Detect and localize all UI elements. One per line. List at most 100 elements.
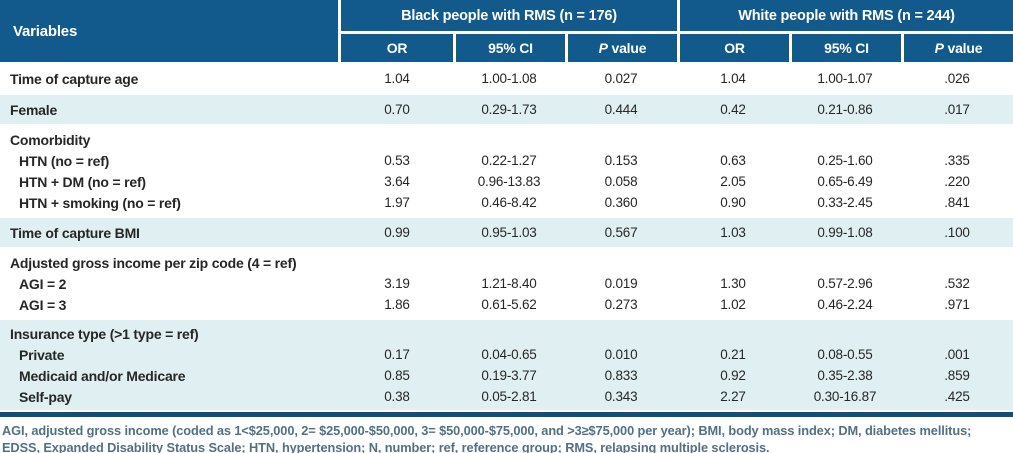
cell-ci-white: 0.65-6.49	[817, 174, 873, 189]
cell-pvalue-white: .100	[944, 225, 970, 240]
cell-pvalue-white: .532	[944, 276, 970, 291]
table-body: Time of capture age 1.04 1.00-1.08 0.027 1.0…	[0, 64, 1013, 410]
table-row: Comorbidity	[0, 129, 1013, 150]
table-row: HTN + DM (no = ref) 3.64 0.96-13.83 0.058 2.…	[0, 171, 1013, 192]
cell-or-white: 1.04	[720, 71, 746, 86]
col-header-pvalue-white-label: P value	[934, 40, 983, 56]
row-label: Comorbidity	[10, 131, 91, 148]
cell-or-black: 0.17	[384, 347, 410, 362]
cell-or-black: 3.64	[384, 174, 410, 189]
table-section: Female 0.70 0.29-1.73 0.444 0.42 0.21-0.86 .01…	[0, 95, 1013, 124]
cell-or-white: 1.03	[720, 225, 746, 240]
cell-pvalue-white: .026	[944, 71, 970, 86]
variables-header-cell: Variables	[0, 0, 338, 62]
bottom-rule	[0, 412, 1013, 417]
cell-or-white: 0.42	[720, 102, 746, 117]
cell-ci-black: 0.96-13.83	[477, 174, 541, 189]
cell-ci-white: 0.33-2.45	[817, 195, 873, 210]
table-row: Self-pay 0.38 0.05-2.81 0.343 2.27 0.30-16.87…	[0, 386, 1013, 407]
cell-pvalue-black: 0.444	[604, 102, 638, 117]
cell-ci-black: 0.95-1.03	[481, 225, 537, 240]
table-header: Variables Black people with RMS (n = 176…	[0, 0, 1013, 62]
cell-pvalue-black: 0.273	[604, 297, 638, 312]
row-label: HTN + DM (no = ref)	[19, 173, 146, 190]
column-header-row: OR 95% CI P value OR 95% CI P value	[341, 34, 1013, 62]
cell-ci-white: 0.30-16.87	[813, 389, 877, 404]
group-headers: Black people with RMS (n = 176) White pe…	[341, 0, 1013, 62]
group-header-row: Black people with RMS (n = 176) White pe…	[341, 0, 1013, 31]
row-label: Time of capture BMI	[10, 224, 140, 241]
cell-pvalue-white: .335	[944, 153, 970, 168]
table-row: Insurance type (>1 type = ref)	[0, 323, 1013, 344]
cell-pvalue-black: 0.833	[604, 368, 638, 383]
row-label: Insurance type (>1 type = ref)	[10, 325, 199, 342]
cell-pvalue-white: .220	[944, 174, 970, 189]
table-row: Female 0.70 0.29-1.73 0.444 0.42 0.21-0.86 .01…	[0, 95, 1013, 124]
cell-or-white: 2.27	[720, 389, 746, 404]
cell-or-white: 1.30	[720, 276, 746, 291]
cell-ci-white: 0.21-0.86	[817, 102, 873, 117]
cell-pvalue-white: .859	[944, 368, 970, 383]
col-header-ci-white: 95% CI	[789, 34, 901, 62]
row-label: Medicaid and/or Medicare	[19, 367, 186, 384]
cell-ci-black: 0.05-2.81	[481, 389, 537, 404]
col-header-or-black: OR	[341, 34, 453, 62]
cell-pvalue-white: .971	[944, 297, 970, 312]
group-header-white: White people with RMS (n = 244)	[677, 0, 1013, 31]
footnote-line: EDSS, Expanded Disability Status Scale; …	[2, 439, 770, 453]
row-label: Female	[10, 101, 58, 118]
cell-ci-white: 1.00-1.07	[817, 71, 873, 86]
row-label: HTN (no = ref)	[19, 152, 110, 169]
table-row: Medicaid and/or Medicare 0.85 0.19-3.77 0.8…	[0, 365, 1013, 386]
cell-ci-black: 0.22-1.27	[481, 153, 537, 168]
variables-header-label: Variables	[13, 22, 78, 40]
cell-or-black: 0.99	[384, 225, 410, 240]
cell-ci-white: 0.46-2.24	[817, 297, 873, 312]
col-header-pvalue-white: P value	[901, 34, 1013, 62]
cell-pvalue-black: 0.343	[604, 389, 638, 404]
cell-pvalue-white: .425	[944, 389, 970, 404]
cell-pvalue-white: .001	[944, 347, 970, 362]
cell-or-black: 3.19	[384, 276, 410, 291]
cell-pvalue-black: 0.153	[604, 153, 638, 168]
row-label: Time of capture age	[10, 70, 139, 87]
cell-or-black: 1.86	[384, 297, 410, 312]
cell-or-white: 0.90	[720, 195, 746, 210]
cell-or-white: 2.05	[720, 174, 746, 189]
table-row: Time of capture BMI 0.99 0.95-1.03 0.567 1.0…	[0, 218, 1013, 247]
table-row: Adjusted gross income per zip code (4 = …	[0, 252, 1013, 273]
cell-ci-white: 0.57-2.96	[817, 276, 873, 291]
table-row: AGI = 3 1.86 0.61-5.62 0.273 1.02 0.46-2.24 .9…	[0, 294, 1013, 315]
row-label: AGI = 3	[19, 296, 67, 313]
footnote-line: AGI, adjusted gross income (coded as 1<$…	[2, 423, 972, 438]
cell-ci-black: 0.46-8.42	[481, 195, 537, 210]
col-header-pvalue-black-label: P value	[598, 40, 647, 56]
cell-ci-white: 0.35-2.38	[817, 368, 873, 383]
cell-or-black: 1.04	[384, 71, 410, 86]
table-row: HTN + smoking (no = ref) 1.97 0.46-8.42 0.3…	[0, 192, 1013, 213]
col-header-pvalue-black: P value	[565, 34, 677, 62]
row-label: HTN + smoking (no = ref)	[19, 194, 181, 211]
cell-ci-black: 1.21-8.40	[481, 276, 537, 291]
cell-or-black: 1.97	[384, 195, 410, 210]
cell-ci-white: 0.25-1.60	[817, 153, 873, 168]
cell-pvalue-black: 0.567	[604, 225, 638, 240]
cell-or-white: 0.63	[720, 153, 746, 168]
table-section: Comorbidity HTN (no = ref) 0.53 0.22-1.27 0.…	[0, 126, 1013, 216]
row-label: Private	[19, 346, 65, 363]
col-header-or-white: OR	[677, 34, 789, 62]
footnote: AGI, adjusted gross income (coded as 1<$…	[0, 417, 1013, 453]
cell-ci-black: 1.00-1.08	[481, 71, 537, 86]
cell-ci-black: 0.04-0.65	[481, 347, 537, 362]
row-label: AGI = 2	[19, 275, 67, 292]
cell-or-white: 0.92	[720, 368, 746, 383]
cell-or-black: 0.53	[384, 153, 410, 168]
cell-ci-black: 0.61-5.62	[481, 297, 537, 312]
row-label: Adjusted gross income per zip code (4 = …	[10, 254, 297, 271]
cell-pvalue-white: .017	[944, 102, 970, 117]
cell-or-black: 0.70	[384, 102, 410, 117]
group-header-black: Black people with RMS (n = 176)	[341, 0, 677, 31]
table-section: Insurance type (>1 type = ref) Private 0.1…	[0, 320, 1013, 410]
cell-or-white: 0.21	[720, 347, 746, 362]
cell-ci-black: 0.29-1.73	[481, 102, 537, 117]
